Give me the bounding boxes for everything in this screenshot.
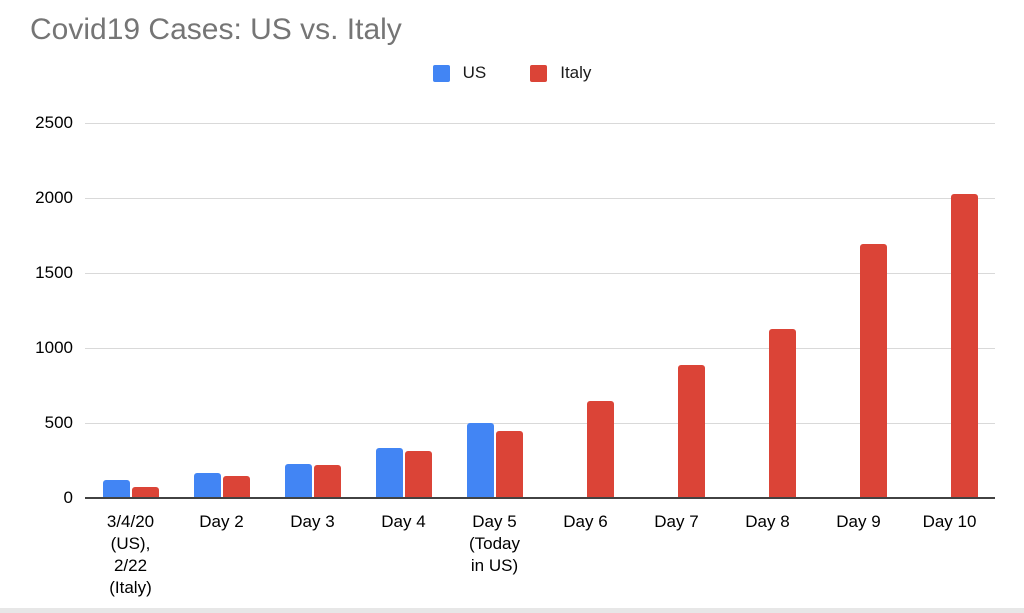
bar-italy-5 — [495, 431, 523, 498]
legend-item-italy: Italy — [530, 63, 591, 83]
legend-item-us: US — [432, 63, 487, 83]
gridline-2500 — [85, 123, 995, 124]
x-tick-label-4: Day 4 — [381, 512, 426, 531]
bar-italy-10 — [950, 193, 978, 498]
gridline-1500 — [85, 273, 995, 274]
gridline-2000 — [85, 198, 995, 199]
legend: US Italy — [0, 63, 1024, 83]
gridline-1000 — [85, 348, 995, 349]
screenshot-bottom-edge — [0, 608, 1024, 613]
x-tick-label-6: Day 6 — [563, 512, 608, 531]
gridline-500 — [85, 423, 995, 424]
y-tick-label-1500: 1500 — [35, 263, 73, 282]
bar-group-9 — [813, 123, 904, 498]
bar-group-5 — [449, 123, 540, 498]
bar-italy-2 — [222, 475, 250, 498]
bar-italy-6 — [586, 400, 614, 498]
bar-italy-1 — [131, 486, 159, 498]
x-tick-label-3: Day 3 — [290, 512, 335, 531]
bar-group-1 — [85, 123, 176, 498]
y-tick-label-0: 0 — [63, 488, 73, 507]
plot-area: 0 500 1000 1500 2000 2500 3/4/20 (US), 2/22 (I… — [35, 113, 995, 597]
bar-us-2 — [193, 473, 221, 498]
legend-swatch-us-icon — [432, 64, 450, 82]
y-tick-label-500: 500 — [44, 413, 73, 432]
bar-us-3 — [284, 464, 312, 498]
y-tick-label-2000: 2000 — [35, 188, 73, 207]
legend-label-italy: Italy — [560, 63, 592, 82]
bar-us-5 — [466, 423, 494, 498]
bar-italy-7 — [677, 364, 705, 498]
x-tick-label-9: Day 9 — [836, 512, 881, 531]
x-tick-label-7: Day 7 — [654, 512, 699, 531]
bar-us-1 — [102, 480, 130, 498]
bar-italy-4 — [404, 450, 432, 498]
x-tick-label-10: Day 10 — [922, 512, 977, 531]
bar-group-6 — [540, 123, 631, 498]
x-tick-label-2: Day 2 — [199, 512, 244, 531]
bar-italy-8 — [768, 328, 796, 498]
x-axis-line — [85, 497, 995, 499]
x-tick-label-8: Day 8 — [745, 512, 790, 531]
chart-title: Covid19 Cases: US vs. Italy — [30, 13, 402, 46]
bar-us-4 — [375, 447, 403, 498]
bar-italy-3 — [313, 465, 341, 498]
x-tick-label-1: 3/4/20 (US), 2/22 (Italy) — [106, 512, 155, 597]
bar-group-2 — [176, 123, 267, 498]
legend-swatch-italy-icon — [530, 64, 548, 82]
bar-italy-9 — [859, 243, 887, 498]
legend-label-us: US — [462, 63, 487, 82]
bar-group-8 — [722, 123, 813, 498]
y-tick-label-1000: 1000 — [35, 338, 73, 357]
y-tick-label-2500: 2500 — [35, 113, 73, 132]
bar-group-7 — [631, 123, 722, 498]
x-tick-label-5: Day 5 (Today in US) — [468, 512, 521, 575]
bar-group-4 — [358, 123, 449, 498]
bar-group-10 — [904, 123, 995, 498]
bar-group-3 — [267, 123, 358, 498]
